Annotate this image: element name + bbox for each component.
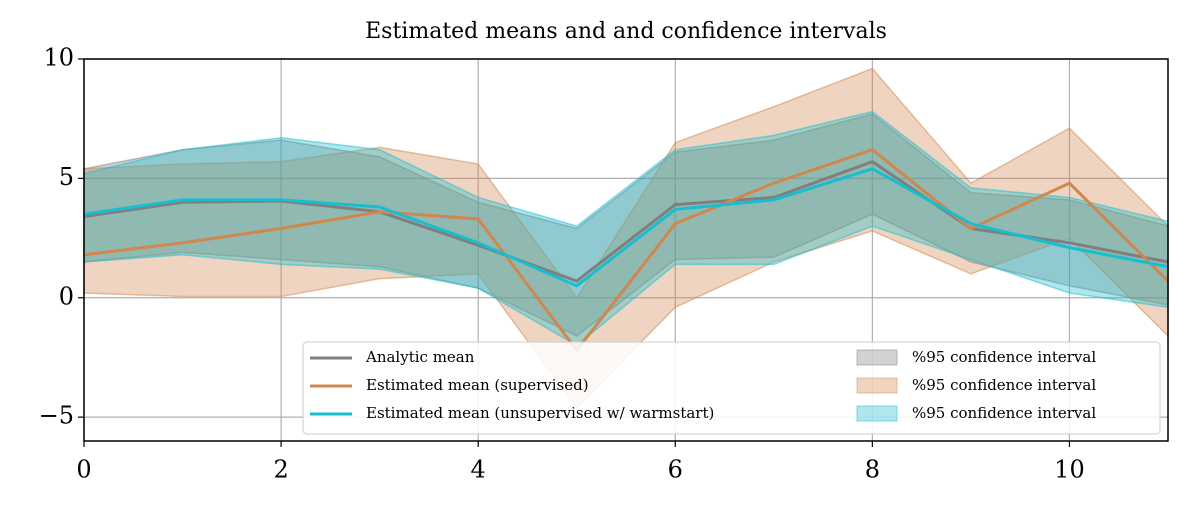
legend-patch <box>856 405 898 422</box>
plot-frame <box>83 58 1169 442</box>
legend-patch <box>856 377 898 394</box>
legend-box <box>302 341 1161 435</box>
chart-title: Estimated means and and confidence inter… <box>365 19 887 44</box>
mean-line <box>83 148 1170 353</box>
legend-label: Analytic mean <box>365 348 475 366</box>
y-tick-label: 10 <box>43 44 74 72</box>
legend-label: Estimated mean (unsupervised w/ warmstar… <box>366 404 714 422</box>
mean-line <box>83 167 1169 288</box>
legend-label: %95 confidence interval <box>912 376 1096 394</box>
legend-label: %95 confidence interval <box>912 404 1096 422</box>
y-tick-label: −5 <box>39 402 74 430</box>
x-tick-label: 6 <box>668 456 683 484</box>
legend-label: Estimated mean (supervised) <box>366 376 589 394</box>
legend-patch <box>856 349 898 366</box>
x-tick-label: 8 <box>865 456 880 484</box>
x-tick-label: 2 <box>273 456 288 484</box>
y-tick-label: 0 <box>59 282 74 310</box>
legend-label: %95 confidence interval <box>912 348 1096 366</box>
x-tick-label: 0 <box>76 456 91 484</box>
x-tick-label: 10 <box>1054 456 1085 484</box>
x-tick-label: 4 <box>471 456 486 484</box>
y-tick-label: 5 <box>59 163 74 191</box>
